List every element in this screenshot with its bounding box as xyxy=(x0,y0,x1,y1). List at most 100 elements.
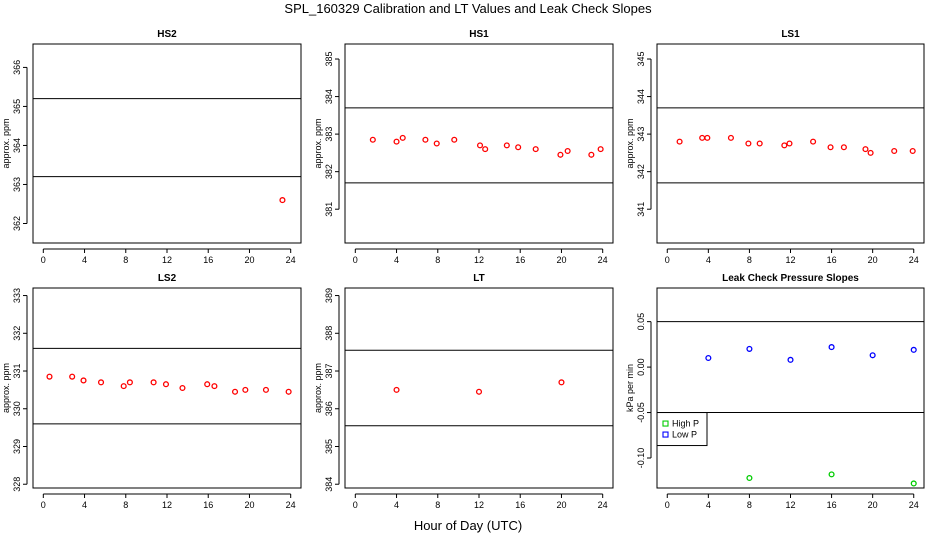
panel-3-point xyxy=(810,138,817,145)
panel-4-point xyxy=(46,373,53,380)
panel-3-x-tick-label: 8 xyxy=(747,255,752,265)
panel-2-y-tick-label: 382 xyxy=(324,164,334,179)
panel-4-x-tick-label: 16 xyxy=(203,500,213,510)
x-axis-title: Hour of Day (UTC) xyxy=(413,518,523,533)
panel-2-y-tick-label: 384 xyxy=(324,89,334,104)
panel-2-point xyxy=(422,136,429,143)
panel-4-title: LS2 xyxy=(158,273,177,284)
panel-2-x-tick-label: 12 xyxy=(474,255,484,265)
panel-3-x-tick-label: 4 xyxy=(706,255,711,265)
panel-6-y-label: kPa per min xyxy=(625,364,635,412)
panel-5-point xyxy=(475,388,483,395)
panel-4-point xyxy=(126,379,133,386)
panel-2-frame xyxy=(344,43,614,244)
panel-2-x-tick-label: 0 xyxy=(353,255,358,265)
panel-5-x-tick-label: 16 xyxy=(515,500,525,510)
panel-6-x-tick-label: 0 xyxy=(665,500,670,510)
panel-5-title: LT xyxy=(473,273,484,284)
panel-6-y-tick-label: 0.05 xyxy=(636,313,646,331)
panel-2-point xyxy=(393,138,400,145)
panel-2-x-tick-label: 8 xyxy=(435,255,440,265)
panel-5-x-tick-label: 0 xyxy=(353,500,358,510)
panel-4-y-tick-label: 332 xyxy=(12,326,22,341)
panel-3-point xyxy=(891,147,898,155)
panel-4-frame xyxy=(32,287,302,489)
panel-3-point xyxy=(676,138,683,145)
panel-3-x-tick-label: 0 xyxy=(665,255,670,265)
panel-3-point xyxy=(786,140,793,147)
panel-5: LT 0 4 8 12 16 20 24 384 385 386 387 388 389 approx. p… xyxy=(313,273,614,510)
panel-3-y-tick-label: 343 xyxy=(636,127,646,142)
panel-1-x-tick-label: 24 xyxy=(286,255,296,265)
panel-6-point-low-p xyxy=(787,356,794,363)
panel-2-y-tick-label: 385 xyxy=(324,52,334,67)
panel-2-point xyxy=(482,146,489,153)
panel-5-y-tick-label: 386 xyxy=(324,401,334,416)
panel-2-x-tick-label: 24 xyxy=(598,255,608,265)
panel-3-point xyxy=(704,134,711,141)
panel-6-point-low-p xyxy=(869,352,876,359)
panel-1-y-tick-label: 364 xyxy=(12,138,22,153)
panel-4-x-tick-label: 0 xyxy=(41,500,46,510)
panel-6-title: Leak Check Pressure Slopes xyxy=(722,273,859,284)
panel-1: HS2 0 4 8 12 16 20 24 362 363 364 365 366 approx. ppm xyxy=(1,29,302,265)
panel-5-x-tick-label: 4 xyxy=(394,500,399,510)
panel-1-frame xyxy=(32,43,302,244)
panel-5-x-tick-label: 8 xyxy=(435,500,440,510)
panel-5-point xyxy=(393,386,400,393)
panel-1-y-label: approx. ppm xyxy=(1,118,11,168)
panel-6-y-tick-label: 0.00 xyxy=(636,358,646,376)
panel-4: LS2 0 4 8 12 16 20 24 328 329 330 331 332 333 approx. … xyxy=(1,273,302,510)
panel-3-point xyxy=(781,142,788,149)
panel-5-y-tick-label: 385 xyxy=(324,439,334,454)
panel-3-point xyxy=(909,147,916,155)
panel-3-x-tick-label: 12 xyxy=(785,255,795,265)
panel-2-point xyxy=(557,151,564,158)
panel-3: LS1 0 4 8 12 16 20 24 341 342 343 344 345 approx. ppm xyxy=(625,29,925,265)
panel-6-x-tick-label: 20 xyxy=(868,500,878,510)
panel-6: Leak Check Pressure Slopes 0 4 8 12 16 20 24 -0.… xyxy=(625,273,925,510)
panel-2-point xyxy=(476,142,484,149)
panel-2-point xyxy=(433,140,440,147)
panel-3-y-label: approx. ppm xyxy=(625,118,635,168)
panel-2-x-tick-label: 4 xyxy=(394,255,399,265)
panel-5-y-tick-label: 384 xyxy=(324,477,334,492)
panel-4-y-tick-label: 331 xyxy=(12,364,22,379)
panel-2-title: HS1 xyxy=(469,29,489,40)
panel-3-point xyxy=(840,144,847,151)
panel-1-x-tick-label: 8 xyxy=(123,255,128,265)
panel-2-x-tick-label: 16 xyxy=(515,255,525,265)
panel-5-frame xyxy=(344,287,614,489)
panel-6-x-tick-label: 8 xyxy=(747,500,752,510)
panel-4-point xyxy=(179,384,186,392)
panel-3-y-tick-label: 344 xyxy=(636,89,646,104)
panel-4-x-tick-label: 8 xyxy=(123,500,128,510)
legend-marker xyxy=(662,431,669,438)
panel-2-point xyxy=(503,142,510,149)
panel-2-point xyxy=(369,136,376,143)
panel-1-x-tick-label: 0 xyxy=(41,255,46,265)
panel-2-point xyxy=(588,151,595,158)
panel-2-point xyxy=(515,144,522,151)
panel-4-point xyxy=(69,373,76,380)
panel-5-y-label: approx. ppm xyxy=(313,363,323,413)
panel-4-point xyxy=(242,386,249,393)
panel-5-y-tick-label: 387 xyxy=(324,364,334,379)
panel-6-x-tick-label: 24 xyxy=(909,500,919,510)
panel-4-point xyxy=(204,381,211,388)
panel-2-y-tick-label: 381 xyxy=(324,202,334,217)
panel-4-point xyxy=(80,377,87,384)
panel-6-y-tick-label: -0.05 xyxy=(636,402,646,423)
panel-1-y-tick-label: 363 xyxy=(12,177,22,192)
legend-label: High P xyxy=(672,419,699,429)
panel-1-y-tick-label: 365 xyxy=(12,99,22,114)
panel-4-point xyxy=(120,383,127,390)
panel-1-y-tick-label: 362 xyxy=(12,216,22,231)
panel-6-frame xyxy=(656,287,925,489)
panel-3-x-tick-label: 20 xyxy=(868,255,878,265)
panel-2-point xyxy=(451,136,458,143)
panel-3-y-tick-label: 342 xyxy=(636,164,646,179)
legend-marker xyxy=(662,420,669,427)
panel-4-point xyxy=(150,379,157,386)
panel-3-point xyxy=(867,149,874,156)
